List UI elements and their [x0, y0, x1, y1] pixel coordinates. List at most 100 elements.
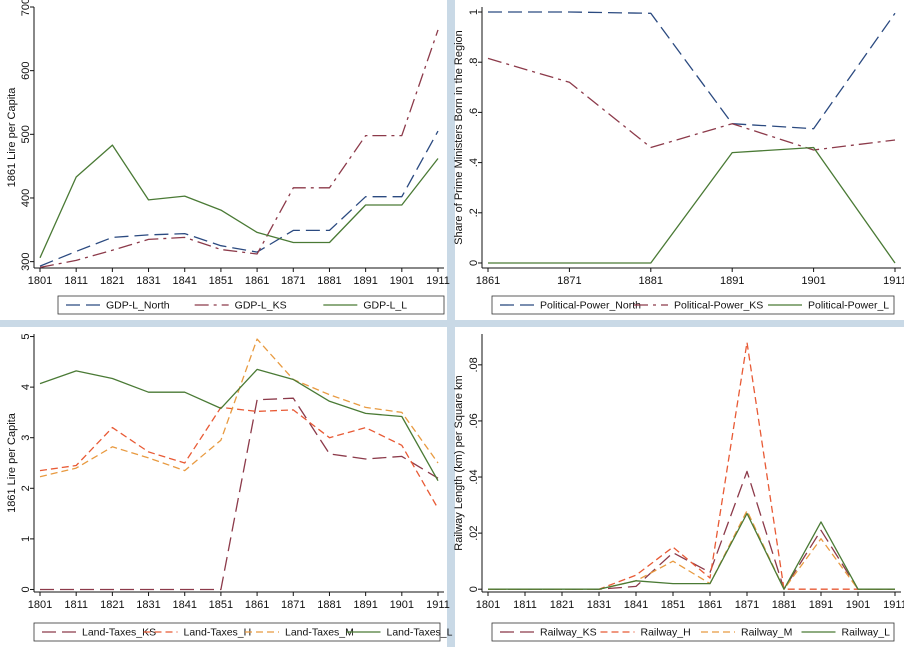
x-tick-label: 1871: [735, 599, 759, 611]
legend-label: Railway_L: [842, 626, 891, 638]
legend-label: GDP-L_KS: [235, 299, 287, 311]
legend-label: Railway_KS: [540, 626, 597, 638]
x-tick-label: 1871: [557, 275, 581, 287]
land-taxes-chart-panel: 0 1 2 3 4 5 1801 1811 1821 1831 1841 1851 1861 1871 18…: [0, 327, 453, 647]
legend-label: Land-Taxes_M: [285, 626, 354, 638]
x-tick-label: 1901: [801, 275, 825, 287]
y-tick-label: .06: [468, 413, 480, 428]
series-line-railway-l: [488, 512, 895, 590]
y-tick-label: .8: [468, 58, 480, 67]
legend-box: [491, 622, 895, 642]
x-tick-label: 1891: [353, 275, 377, 287]
series-line-gdp-l-l: [39, 144, 439, 259]
x-tick-label: 1881: [772, 599, 796, 611]
legend-label: Land-Taxes_KS: [82, 626, 156, 638]
legend-label: GDP-L_North: [106, 299, 170, 311]
y-axis-title: Railway Length (km) per Square km: [453, 375, 465, 550]
legend-label: Political-Power_L: [808, 299, 889, 311]
x-tick-label: 1861: [476, 275, 500, 287]
legend-label: Political-Power_KS: [674, 299, 763, 311]
y-tick-label: .02: [468, 525, 480, 540]
x-tick-label: 1871: [281, 599, 305, 611]
x-tick-label: 1821: [100, 275, 124, 287]
x-tick-label: 1901: [390, 599, 414, 611]
x-tick-label: 1801: [28, 275, 52, 287]
x-tick-label: 1891: [720, 275, 744, 287]
series-line-land-taxes-h: [39, 406, 439, 509]
y-tick-label: .4: [468, 158, 480, 167]
gdp-chart-panel: 300 400 500 600 700 1801 1811 1821 1831 1841 1851 1…: [0, 0, 450, 320]
y-tick-label: 0: [468, 260, 480, 266]
legend-label: Political-Power_North: [540, 299, 641, 311]
y-tick-label: 4: [20, 384, 32, 390]
x-tick-label: 1901: [390, 275, 414, 287]
legend-box: [491, 295, 895, 315]
x-tick-label: 1911: [883, 275, 904, 287]
x-tick-label: 1811: [64, 275, 88, 287]
y-axis-title: 1861 Lire per Capita: [6, 87, 18, 188]
series-line-land-taxes-l: [39, 368, 439, 482]
panel-background: [455, 0, 904, 320]
x-tick-label: 1811: [64, 599, 88, 611]
x-tick-label: 1841: [624, 599, 648, 611]
y-tick-label: 500: [20, 125, 32, 143]
x-tick-label: 1831: [136, 599, 160, 611]
legend-label: Railway_H: [641, 626, 691, 638]
y-tick-label: 3: [20, 435, 32, 441]
x-tick-label: 1871: [281, 275, 305, 287]
x-tick-label: 1841: [172, 275, 196, 287]
x-tick-label: 1801: [476, 599, 500, 611]
y-tick-label: 0: [468, 586, 480, 592]
x-tick-label: 1911: [883, 599, 904, 611]
y-tick-label: 5: [20, 333, 32, 339]
series-line-land-taxes-ks: [40, 397, 439, 591]
legend-box: [33, 622, 441, 642]
x-tick-label: 1841: [172, 599, 196, 611]
series-line-political-power-north: [488, 11, 896, 130]
x-tick-label: 1831: [136, 275, 160, 287]
legend-label: Land-Taxes_L: [387, 626, 453, 638]
x-tick-label: 1881: [639, 275, 663, 287]
y-tick-label: 0: [20, 586, 32, 592]
political-power-chart-panel: 0 .2 .4 .6 .8 1 1861 1871 1881 1891 1901 1911 Share …: [453, 0, 904, 320]
x-tick-label: 1851: [661, 599, 685, 611]
x-tick-label: 1861: [245, 599, 269, 611]
y-tick-label: .04: [468, 469, 480, 484]
x-tick-label: 1801: [28, 599, 52, 611]
x-tick-label: 1861: [245, 275, 269, 287]
x-tick-label: 1911: [426, 599, 450, 611]
railway-chart-panel: 0 .02 .04 .06 .08 1801 1811 1821 1831 1841 1851 186…: [453, 327, 904, 647]
panel-background: [0, 0, 447, 320]
y-tick-label: 1: [20, 536, 32, 542]
y-axis-title: 1861 Lire per Capita: [6, 412, 18, 513]
legend-label: Land-Taxes_H: [184, 626, 252, 638]
series-line-gdp-l-north: [39, 130, 439, 267]
x-tick-label: 1851: [209, 275, 233, 287]
panel-background: [0, 327, 447, 647]
x-tick-label: 1911: [426, 275, 450, 287]
y-tick-label: 2: [20, 485, 32, 491]
x-tick-label: 1881: [317, 599, 341, 611]
legend-box: [57, 295, 445, 315]
y-tick-label: 600: [20, 61, 32, 79]
x-tick-label: 1861: [698, 599, 722, 611]
y-tick-label: .2: [468, 208, 480, 217]
x-tick-label: 1891: [809, 599, 833, 611]
y-axis-title: Share of Prime Ministers Born in the Reg…: [453, 30, 465, 245]
panel-background: [455, 327, 904, 647]
x-tick-label: 1821: [100, 599, 124, 611]
x-tick-label: 1901: [846, 599, 870, 611]
series-line-political-power-l: [488, 146, 896, 264]
y-tick-label: .08: [468, 357, 480, 372]
x-tick-label: 1891: [353, 599, 377, 611]
x-tick-label: 1881: [317, 275, 341, 287]
x-tick-label: 1811: [513, 599, 537, 611]
y-tick-label: .6: [468, 108, 480, 117]
legend-label: GDP-L_L: [363, 299, 407, 311]
y-tick-label: 1: [468, 9, 480, 15]
y-tick-label: 400: [20, 189, 32, 207]
y-tick-label: 300: [20, 252, 32, 270]
x-tick-label: 1821: [550, 599, 574, 611]
y-tick-label: 700: [20, 0, 32, 16]
